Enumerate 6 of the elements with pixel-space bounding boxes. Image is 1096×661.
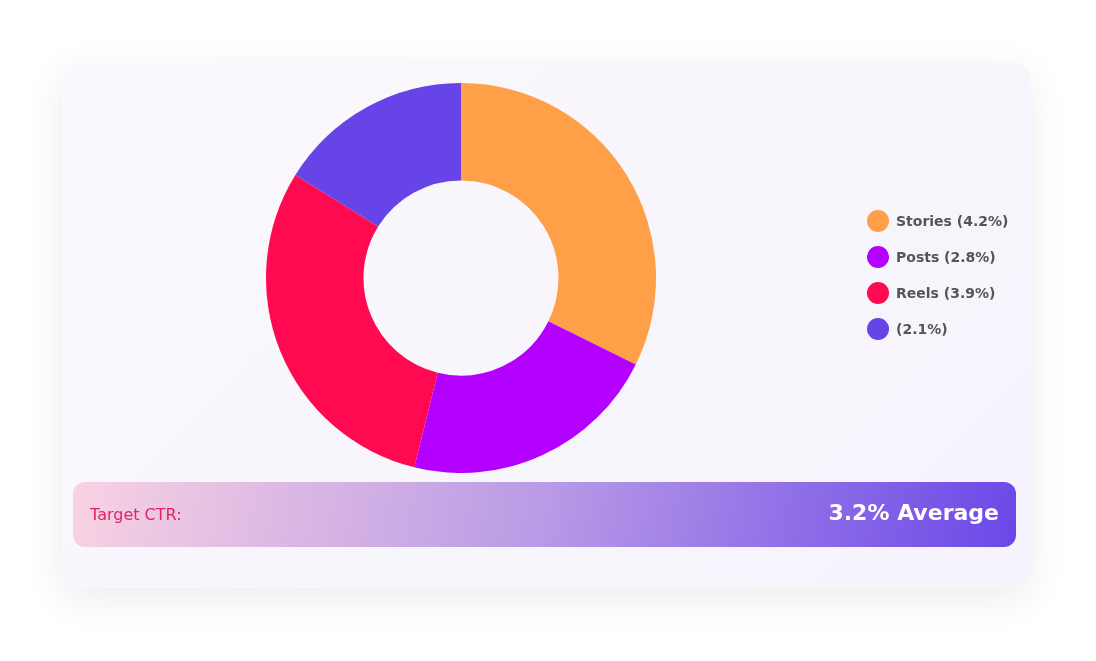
legend-label: Posts (2.8%) <box>896 249 996 265</box>
text: Target CTR: <box>90 505 182 524</box>
legend-label: Reels (3.9%) <box>896 285 996 301</box>
legend-label: Stories (4.2%) <box>896 213 1009 229</box>
text: 3.2% Average <box>828 500 999 525</box>
legend-label: (2.1%) <box>896 321 948 337</box>
